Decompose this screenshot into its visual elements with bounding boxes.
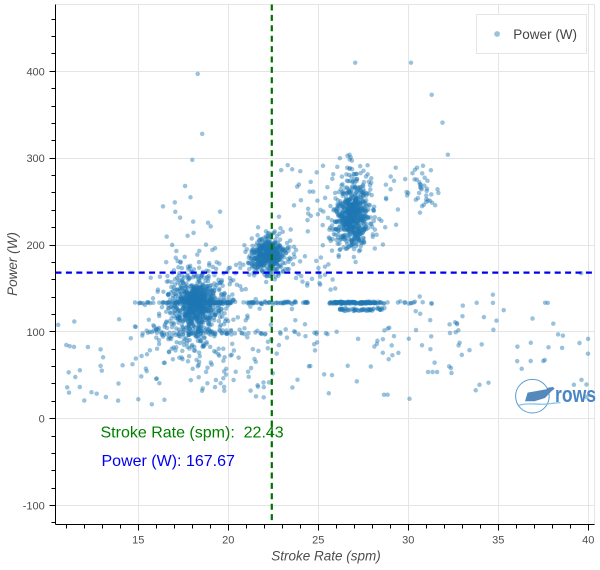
svg-text:25: 25: [312, 535, 324, 547]
svg-text:Stroke Rate (spm): Stroke Rate (spm): [271, 549, 381, 564]
svg-text:Power (W): Power (W): [513, 27, 577, 42]
svg-text:300: 300: [26, 153, 44, 165]
svg-text:Stroke Rate (spm): 22.43: Stroke Rate (spm): 22.43: [101, 424, 284, 441]
svg-text:rows: rows: [555, 383, 596, 407]
svg-text:100: 100: [26, 327, 44, 339]
svg-text:Power (W): 167.67: Power (W): 167.67: [102, 453, 235, 470]
svg-text:200: 200: [26, 240, 44, 252]
svg-text:400: 400: [26, 66, 44, 78]
svg-text:Power (W): Power (W): [5, 232, 20, 296]
svg-text:0: 0: [39, 414, 45, 426]
svg-text:30: 30: [402, 535, 414, 547]
svg-text:15: 15: [132, 535, 144, 547]
svg-text:20: 20: [222, 535, 234, 547]
svg-text:-100: -100: [23, 501, 45, 513]
svg-text:35: 35: [492, 535, 504, 547]
svg-text:40: 40: [582, 535, 594, 547]
